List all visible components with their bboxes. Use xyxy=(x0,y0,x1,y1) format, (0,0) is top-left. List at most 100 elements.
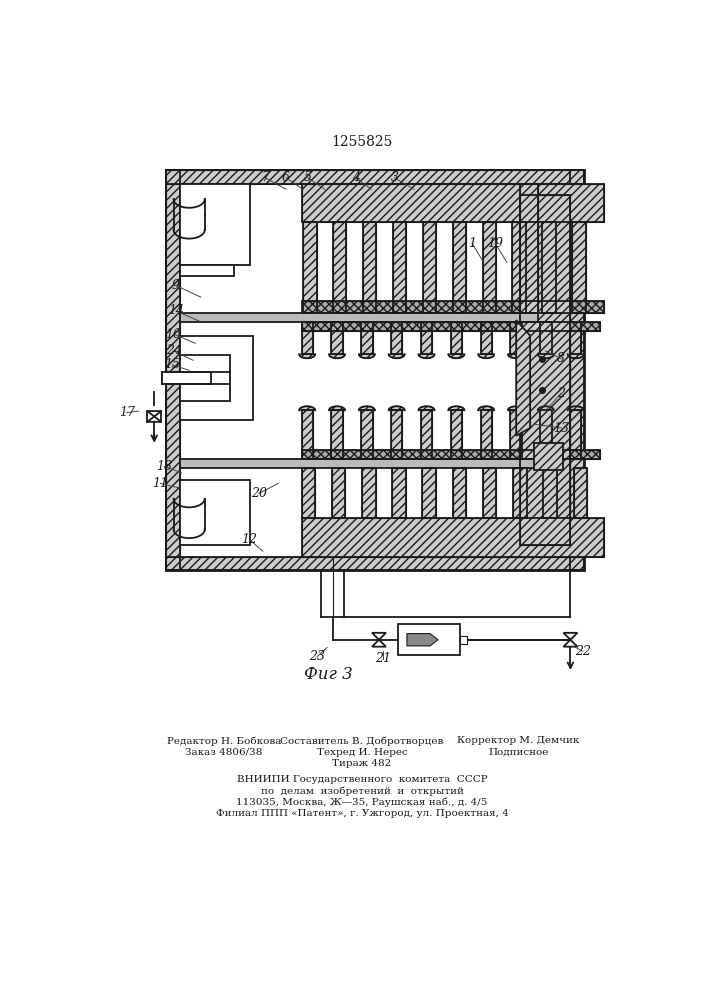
Bar xyxy=(301,301,604,312)
Bar xyxy=(301,322,600,331)
Polygon shape xyxy=(419,354,435,358)
Bar xyxy=(422,468,436,518)
Bar xyxy=(166,557,585,570)
Bar xyxy=(421,410,432,459)
Bar xyxy=(513,468,527,518)
Bar xyxy=(166,170,180,570)
Bar xyxy=(513,222,526,312)
Polygon shape xyxy=(478,406,494,410)
Text: Тираж 482: Тираж 482 xyxy=(332,759,392,768)
Bar xyxy=(540,322,551,354)
Text: ВНИИПИ Государственного  комитета  СССР: ВНИИПИ Государственного комитета СССР xyxy=(237,774,487,784)
Bar xyxy=(513,222,526,312)
Bar xyxy=(543,468,557,518)
Text: 7: 7 xyxy=(261,171,269,184)
Polygon shape xyxy=(568,354,584,358)
Bar xyxy=(570,322,581,354)
Text: 13: 13 xyxy=(553,422,569,434)
Polygon shape xyxy=(563,633,578,640)
Bar xyxy=(450,410,462,459)
Bar xyxy=(542,222,556,312)
Bar xyxy=(460,636,467,644)
Polygon shape xyxy=(389,406,404,410)
Bar xyxy=(180,184,250,265)
Polygon shape xyxy=(359,406,375,410)
Text: 1255825: 1255825 xyxy=(332,135,392,149)
Bar xyxy=(483,468,496,518)
Bar xyxy=(301,322,312,354)
Polygon shape xyxy=(448,354,464,358)
Bar xyxy=(361,410,373,459)
Bar xyxy=(180,355,230,401)
Bar xyxy=(301,184,604,222)
Bar xyxy=(393,222,407,312)
Text: 14: 14 xyxy=(168,304,184,317)
Polygon shape xyxy=(538,406,554,410)
Text: 11: 11 xyxy=(153,477,168,490)
Bar xyxy=(540,410,551,459)
Polygon shape xyxy=(478,354,494,358)
Bar xyxy=(301,518,604,557)
Polygon shape xyxy=(563,640,578,647)
Bar xyxy=(520,195,571,545)
Bar xyxy=(481,410,492,459)
Text: 5: 5 xyxy=(304,171,312,184)
Bar xyxy=(450,322,462,354)
Bar xyxy=(301,450,600,459)
Bar xyxy=(333,222,346,312)
Bar xyxy=(510,410,522,459)
Bar xyxy=(571,170,585,570)
Bar xyxy=(542,222,556,312)
Polygon shape xyxy=(329,354,345,358)
Bar xyxy=(452,222,466,312)
Text: 9: 9 xyxy=(172,279,180,292)
Bar xyxy=(180,312,538,322)
Bar xyxy=(301,410,312,459)
Bar xyxy=(391,322,402,354)
Bar xyxy=(421,322,432,354)
Text: Подписное: Подписное xyxy=(489,748,549,757)
Bar xyxy=(483,468,496,518)
Text: 20: 20 xyxy=(251,487,267,500)
Bar xyxy=(166,170,180,570)
Bar xyxy=(166,170,585,570)
Polygon shape xyxy=(147,411,161,416)
Bar xyxy=(180,265,234,276)
Polygon shape xyxy=(534,443,563,470)
Polygon shape xyxy=(568,406,584,410)
Text: 18: 18 xyxy=(156,460,173,473)
Bar xyxy=(450,322,462,354)
Bar xyxy=(452,222,466,312)
Bar xyxy=(303,222,317,312)
Bar xyxy=(166,170,585,184)
Bar xyxy=(481,410,492,459)
Text: 2: 2 xyxy=(557,387,565,400)
Text: 21: 21 xyxy=(375,652,391,666)
Polygon shape xyxy=(389,354,404,358)
Text: Фиг 3: Фиг 3 xyxy=(304,666,353,683)
Bar xyxy=(570,410,581,459)
Bar xyxy=(483,222,496,312)
Bar xyxy=(510,410,522,459)
Bar xyxy=(361,322,373,354)
Bar xyxy=(332,468,345,518)
Bar xyxy=(363,222,376,312)
Bar xyxy=(301,184,604,222)
Polygon shape xyxy=(508,406,524,410)
Text: 23: 23 xyxy=(309,650,325,663)
Bar xyxy=(391,410,402,459)
Text: 4: 4 xyxy=(352,171,360,184)
Bar xyxy=(361,410,373,459)
Bar xyxy=(570,410,581,459)
Bar xyxy=(422,468,436,518)
Bar xyxy=(392,468,406,518)
Bar xyxy=(301,322,312,354)
Polygon shape xyxy=(147,416,161,422)
Text: 6: 6 xyxy=(282,171,290,184)
Bar xyxy=(483,222,496,312)
Bar xyxy=(572,222,585,312)
Text: 24: 24 xyxy=(165,344,182,358)
Text: по  делам  изобретений  и  открытий: по делам изобретений и открытий xyxy=(260,786,463,796)
Text: Редактор Н. Бобкова: Редактор Н. Бобкова xyxy=(167,736,281,746)
Text: 22: 22 xyxy=(575,645,591,658)
